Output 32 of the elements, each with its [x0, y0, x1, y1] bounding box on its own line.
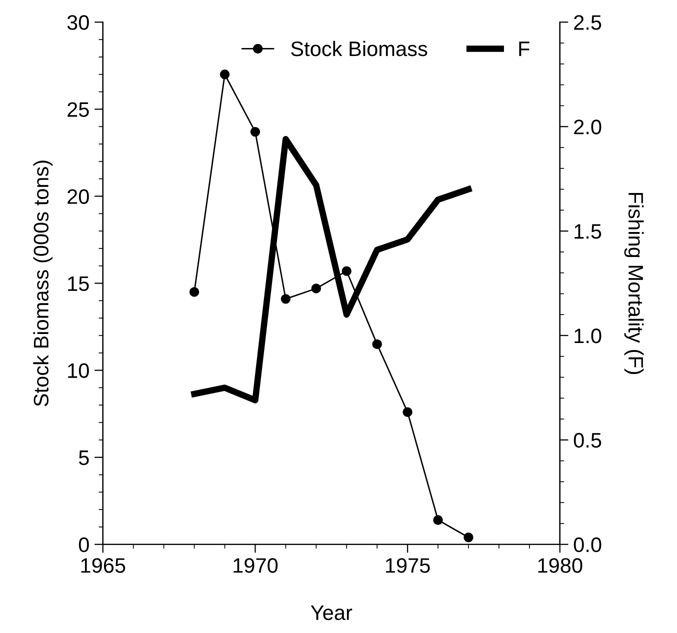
y-tick-label: 15 — [68, 276, 89, 292]
x-tick-label: 1965 — [81, 558, 126, 573]
y2-tick-label: 0.5 — [574, 432, 602, 448]
point — [189, 287, 200, 297]
y-tick-label: 0 — [78, 537, 89, 552]
y-tick-label: 5 — [78, 450, 89, 466]
y-tick-label: 25 — [68, 102, 89, 117]
point — [342, 266, 352, 276]
y-tick-label: 30 — [67, 15, 89, 30]
point — [220, 70, 230, 80]
x-tick-label: 1975 — [386, 558, 430, 573]
point — [250, 126, 260, 137]
legend-label: Stock Biomass — [291, 40, 428, 56]
point — [433, 515, 443, 525]
y2-tick-label: 2.5 — [574, 15, 602, 30]
legend-label: F — [519, 42, 530, 56]
y2-axis-title: Fishing Mortality (F) — [624, 192, 644, 374]
y2-tick-label: 1.5 — [574, 224, 602, 239]
y2-tick-label: 1.0 — [574, 328, 602, 344]
y2-tick-label: 2.0 — [574, 120, 602, 134]
x-tick-label: 1970 — [234, 558, 278, 573]
y-tick-label: 10 — [68, 363, 89, 378]
y2-tick-label: 0.0 — [574, 537, 602, 552]
point — [372, 339, 382, 350]
x-axis-title: Year — [310, 606, 352, 620]
point — [311, 284, 322, 294]
point — [280, 294, 291, 304]
y-axis-title: Stock Biomass (000s tons) — [33, 160, 53, 406]
y-tick-label: 20 — [68, 189, 89, 204]
point — [464, 532, 474, 542]
x-tick-label: 1980 — [538, 558, 582, 573]
point — [402, 407, 412, 417]
